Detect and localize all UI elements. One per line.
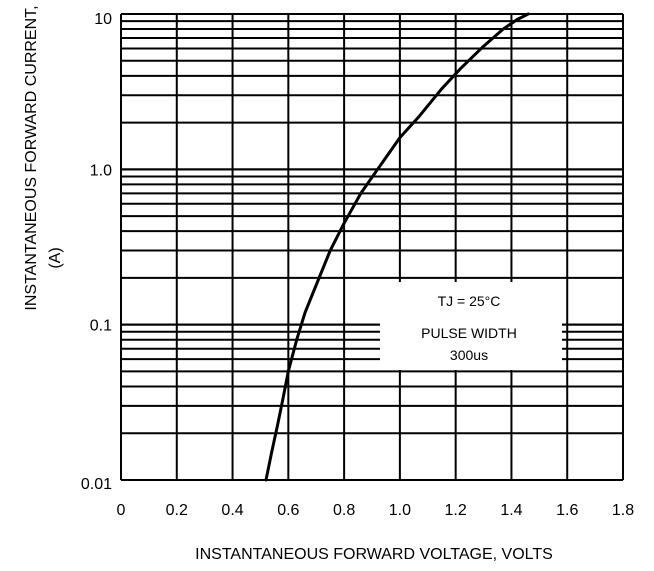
annotation-line-1: TJ = 25°C [438, 293, 501, 309]
x-tick-label-2: 0.4 [221, 502, 243, 519]
x-tick-label-8: 1.6 [556, 502, 578, 519]
y-tick-labels: 0.01 0.1 1.0 10 [81, 11, 112, 493]
y-axis-label-line-2: (A) [47, 247, 64, 268]
y-tick-label-0: 0.01 [81, 476, 112, 493]
annotation-line-3: 300us [450, 347, 488, 363]
x-tick-labels: 0 0.2 0.4 0.6 0.8 1.0 1.2 1.4 1.6 1.8 [117, 502, 635, 519]
curve-layer [264, 12, 530, 482]
x-tick-label-5: 1.0 [389, 502, 411, 519]
annotation-line-2: PULSE WIDTH [421, 325, 517, 341]
annotation-box: TJ = 25°C PULSE WIDTH 300us [380, 282, 562, 370]
x-tick-label-1: 0.2 [166, 502, 188, 519]
x-tick-label-3: 0.6 [277, 502, 299, 519]
x-axis-label: INSTANTANEOUS FORWARD VOLTAGE, VOLTS [195, 546, 553, 563]
y-tick-label-2: 1.0 [90, 162, 112, 179]
x-tick-label-6: 1.2 [445, 502, 467, 519]
annotation-background [380, 282, 562, 370]
x-tick-label-4: 0.8 [333, 502, 355, 519]
y-tick-label-1: 0.1 [90, 318, 112, 335]
grid [120, 13, 624, 481]
x-tick-label-9: 1.8 [612, 502, 634, 519]
y-axis-label-line-1: INSTANTANEOUS FORWARD CURRENT, [23, 5, 40, 310]
x-tick-label-0: 0 [117, 502, 126, 519]
forward-current-curve [264, 12, 530, 482]
y-tick-label-3: 10 [94, 11, 112, 28]
x-tick-label-7: 1.4 [500, 502, 522, 519]
